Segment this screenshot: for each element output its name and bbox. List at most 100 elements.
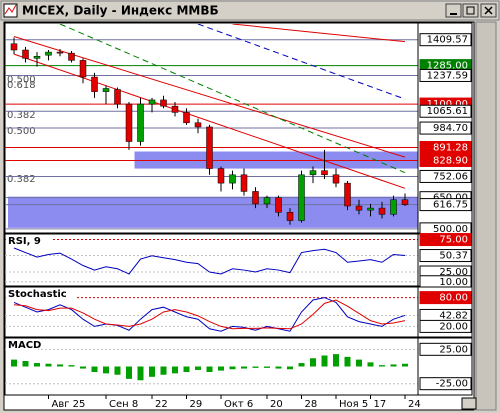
x-tick-label: Сен 8: [109, 399, 138, 410]
histogram-bar: [390, 364, 397, 367]
x-tick-label: 28: [305, 399, 318, 410]
candle-body: [275, 197, 282, 213]
window-title: MICEX, Daily - Индекс ММВБ: [22, 4, 219, 18]
candle-body: [401, 199, 409, 205]
trend-line: [59, 24, 406, 174]
side-panel: [475, 21, 497, 411]
candle-body: [332, 174, 340, 184]
x-tick-label: Ноя 5: [339, 399, 368, 410]
tick-label-box: [419, 169, 472, 183]
histogram-bar: [160, 366, 167, 375]
tick-label-box: [419, 68, 472, 82]
histogram-bar: [91, 366, 98, 372]
minimize-button[interactable]: [445, 3, 462, 18]
pane-plot: [5, 348, 418, 385]
maximize-glyph: [466, 6, 475, 15]
histogram-bar: [137, 366, 144, 381]
candle-body: [309, 170, 317, 176]
histogram-bar: [22, 361, 29, 367]
histogram-bar: [344, 356, 351, 367]
candle-body: [160, 99, 167, 107]
trend-line: [197, 24, 406, 100]
histogram-bar: [183, 366, 190, 372]
y-tick-label: 984.70: [433, 123, 468, 134]
fib-label: 0.500: [7, 126, 36, 137]
tick-label-box: [419, 198, 472, 212]
candle-body: [183, 112, 190, 124]
y-tick-label: 891.28: [433, 142, 468, 153]
tick-label-box: [419, 249, 472, 263]
tick-label-box: [419, 104, 472, 118]
y-tick-label: 1285.00: [427, 61, 468, 72]
y-tick-label: 616.75: [433, 200, 468, 211]
candle-body: [45, 51, 52, 56]
y-tick-label: 80.00: [439, 293, 468, 304]
tick-label-box: [419, 121, 472, 135]
candle-body: [22, 49, 29, 59]
y-tick-label: 20.00: [439, 321, 468, 332]
pane-title: MACD: [8, 340, 41, 351]
y-tick-label: 25.00: [439, 344, 468, 355]
candle-body: [114, 89, 121, 105]
trend-line: [13, 53, 406, 189]
zone: [8, 196, 418, 228]
candle-body: [56, 51, 64, 54]
candle-body: [79, 60, 87, 78]
tick-label-box: [419, 33, 472, 47]
candle-body: [321, 170, 328, 176]
pane: [4, 233, 473, 287]
icon-glyph: [4, 4, 17, 15]
histogram-bar: [333, 354, 339, 367]
candle-body: [263, 197, 271, 205]
x-tick-label: 29: [190, 399, 203, 410]
pane: [4, 337, 473, 396]
pane-title: RSI, 9: [8, 236, 41, 247]
tick-label-box: [419, 233, 472, 247]
pane-title-box: [6, 235, 51, 247]
histogram-bar: [298, 363, 305, 367]
x-tick-label: Авг 25: [52, 399, 86, 410]
histogram-bar: [356, 359, 362, 367]
histogram-bar: [57, 364, 63, 367]
candle-body: [125, 103, 133, 142]
histogram-bar: [103, 366, 109, 374]
candle-body: [344, 182, 351, 207]
histogram-bar: [149, 366, 155, 377]
histogram-bar: [195, 366, 201, 370]
histogram-bar: [264, 366, 270, 368]
tick-label-box: [419, 140, 472, 154]
x-tick-label: Окт 6: [224, 399, 253, 410]
candle-body: [68, 52, 75, 61]
fib-label: 0.618: [7, 80, 36, 91]
x-tick-label: 17: [374, 399, 387, 410]
candle-body: [137, 103, 144, 142]
tick-label-box: [419, 377, 472, 391]
y-tick-label: 1409.57: [427, 35, 468, 46]
fib-label: 0.382: [7, 174, 36, 185]
scroll-button[interactable]: [461, 397, 477, 410]
y-tick-label: 42.82: [439, 310, 468, 321]
candle-body: [390, 199, 397, 215]
trend-line: [13, 36, 406, 158]
indicator-line: [13, 297, 406, 332]
indicator-line: [13, 247, 406, 275]
candle-body: [91, 76, 98, 92]
y-tick-label: 75.00: [439, 235, 468, 246]
y-tick-label: 500.00: [433, 224, 468, 235]
y-tick-label: 10.00: [439, 277, 468, 288]
histogram-bar: [252, 366, 259, 368]
histogram-bar: [367, 362, 374, 367]
close-glyph: [484, 6, 493, 15]
histogram-bar: [241, 366, 247, 369]
histogram-bar: [379, 365, 385, 367]
candle-body: [33, 55, 41, 59]
histogram-bar: [172, 366, 178, 374]
x-tick-label: 24: [408, 399, 421, 410]
histogram-bar: [287, 366, 293, 370]
pane-plot: [5, 239, 418, 283]
histogram-bar: [11, 359, 17, 367]
y-tick-label: 1100.00: [427, 99, 468, 110]
fib-label: 0.382: [7, 110, 36, 121]
candle-body: [298, 174, 305, 221]
maximize-button[interactable]: [462, 3, 479, 18]
